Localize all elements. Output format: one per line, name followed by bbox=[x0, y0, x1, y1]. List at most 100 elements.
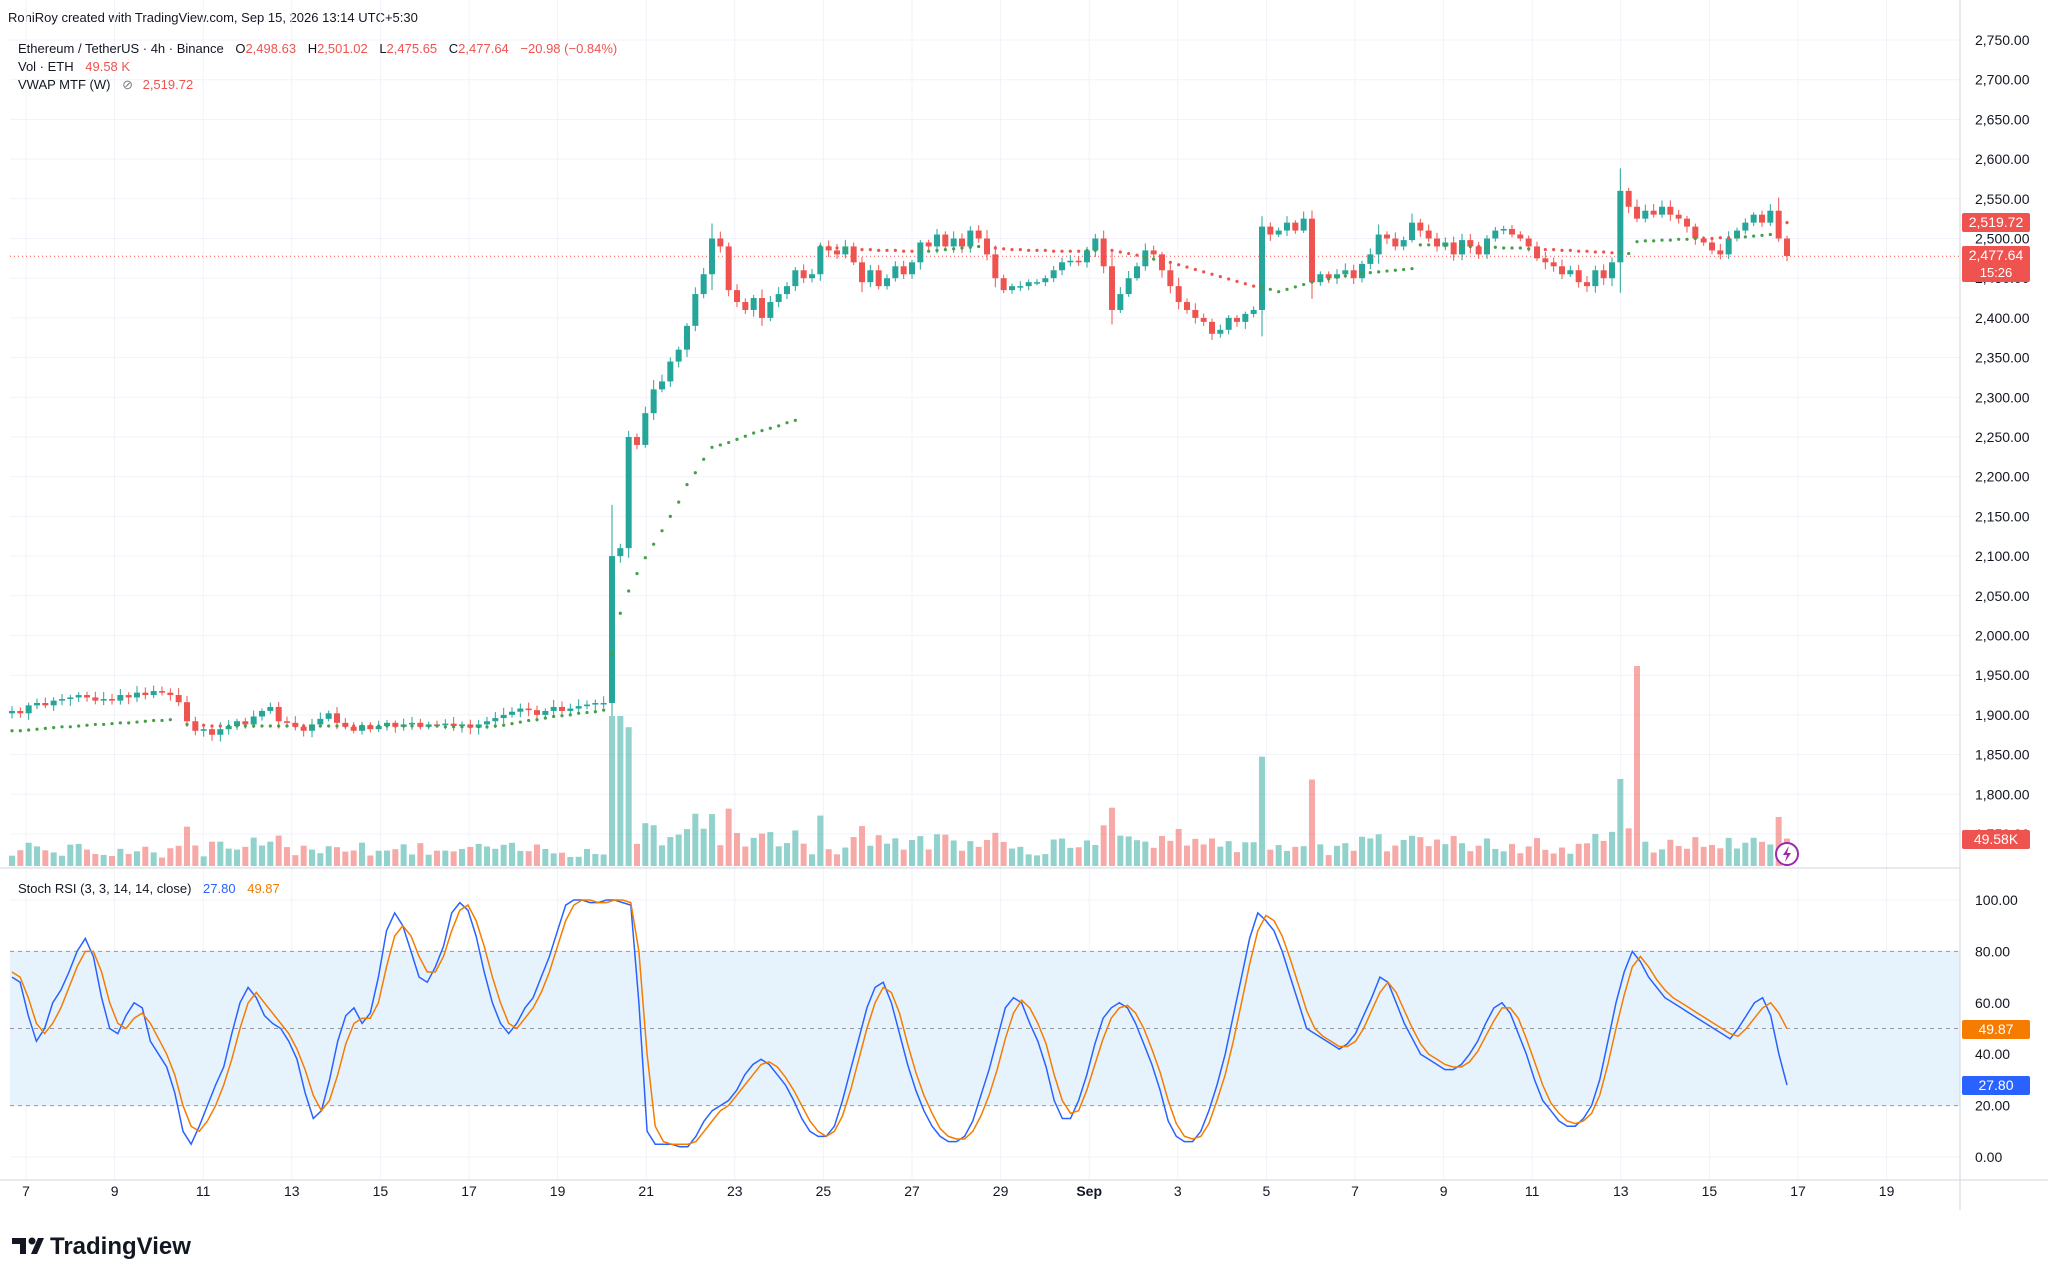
candle-body bbox=[75, 695, 82, 698]
legend-l-value: 2,475.65 bbox=[387, 41, 438, 56]
vwap-dot bbox=[1118, 250, 1122, 254]
volume-bar bbox=[875, 835, 882, 866]
candle-body bbox=[792, 270, 799, 287]
volume-bar bbox=[450, 851, 457, 866]
vwap-dot bbox=[1785, 221, 1789, 225]
candle-body bbox=[117, 695, 124, 701]
price-tick-label: 2,300.00 bbox=[1975, 389, 2030, 405]
price-tick-label: 2,100.00 bbox=[1975, 548, 2030, 564]
volume-bar bbox=[775, 846, 782, 866]
candle-body bbox=[1700, 238, 1707, 243]
candle-body bbox=[575, 706, 582, 709]
vwap-dot bbox=[1743, 235, 1747, 239]
volume-bar bbox=[484, 846, 490, 866]
vwap-dot bbox=[693, 471, 697, 475]
volume-bar bbox=[817, 815, 824, 866]
volume-bar bbox=[1334, 845, 1340, 866]
vwap-dot bbox=[710, 445, 714, 449]
candle-body bbox=[925, 242, 932, 247]
volume-bar bbox=[500, 844, 507, 866]
candle-body bbox=[1300, 218, 1307, 231]
volume-bar bbox=[367, 855, 374, 866]
candle-body bbox=[1342, 270, 1349, 275]
vwap-dot bbox=[677, 500, 681, 504]
vwap-dot bbox=[1393, 268, 1397, 272]
vwap-dot bbox=[1060, 249, 1064, 253]
vwap-dot bbox=[1418, 243, 1422, 247]
rsi-tick-label: 80.00 bbox=[1975, 943, 2010, 959]
vwap-dot bbox=[485, 725, 489, 729]
vwap-dot bbox=[377, 724, 381, 728]
candle-body bbox=[1734, 230, 1740, 239]
stoch-legend: Stoch RSI (3, 3, 14, 14, close) 27.80 49… bbox=[18, 881, 280, 896]
candle-body bbox=[867, 270, 874, 283]
vwap-dot bbox=[1210, 272, 1214, 276]
svg-text:2,477.64: 2,477.64 bbox=[1969, 247, 2024, 263]
vwap-dot bbox=[168, 718, 172, 722]
time-tick-label: 17 bbox=[461, 1183, 477, 1199]
volume-bar bbox=[467, 846, 474, 866]
candle-body bbox=[1392, 238, 1399, 247]
volume-bar bbox=[717, 845, 724, 866]
vwap-dot bbox=[1568, 248, 1572, 253]
volume-bar bbox=[1067, 847, 1074, 866]
vwap-dot bbox=[902, 249, 906, 253]
vwap-dot bbox=[260, 724, 264, 728]
volume-bar bbox=[1492, 848, 1499, 866]
vwap-dot bbox=[1127, 251, 1131, 256]
vwap-dot bbox=[1493, 245, 1497, 249]
legend-vol-label: Vol · ETH bbox=[18, 59, 74, 74]
volume-bar bbox=[192, 845, 199, 866]
legend-o-value: 2,498.63 bbox=[245, 41, 296, 56]
volume-bar bbox=[1509, 844, 1515, 866]
vwap-dot bbox=[160, 718, 164, 723]
volume-bar bbox=[317, 853, 324, 866]
candle-body bbox=[1309, 218, 1315, 283]
time-tick-label: 17 bbox=[1790, 1183, 1806, 1199]
volume-bar bbox=[9, 855, 15, 866]
volume-bar bbox=[567, 856, 574, 866]
candle-body bbox=[1009, 286, 1015, 291]
volume-bar bbox=[34, 846, 40, 866]
candle-body bbox=[1750, 214, 1757, 223]
volume-bar bbox=[1009, 848, 1015, 866]
candle-body bbox=[800, 270, 807, 279]
volume-bar bbox=[684, 829, 690, 866]
vwap-dot bbox=[252, 724, 256, 728]
volume-bar bbox=[709, 814, 715, 866]
candle-body bbox=[1609, 262, 1615, 279]
candle-body bbox=[517, 708, 524, 712]
volume-bar bbox=[1142, 841, 1149, 866]
vwap-dot bbox=[1193, 267, 1197, 272]
volume-bar bbox=[767, 832, 774, 866]
vwap-dot bbox=[343, 724, 347, 728]
volume-bar bbox=[1109, 807, 1115, 866]
volume-bar bbox=[1292, 846, 1299, 866]
lightning-icon[interactable] bbox=[1775, 842, 1799, 866]
volume-bar bbox=[1500, 851, 1507, 866]
vwap-dot bbox=[52, 726, 56, 730]
vwap-dot bbox=[235, 724, 239, 728]
vwap-dot bbox=[968, 245, 972, 249]
candle-body bbox=[884, 278, 890, 287]
candle-body bbox=[450, 723, 457, 727]
vwap-dot bbox=[385, 724, 389, 728]
vwap-dot bbox=[18, 729, 22, 733]
candle-body bbox=[1225, 317, 1232, 330]
vwap-dot bbox=[1468, 244, 1472, 249]
candle-body bbox=[1525, 238, 1532, 247]
vwap-dot bbox=[27, 728, 31, 732]
vwap-dot bbox=[152, 718, 156, 723]
volume-bar bbox=[1709, 844, 1715, 866]
volume-bar bbox=[675, 834, 682, 866]
created-by-header: RoniRoy created with TradingView.com, Se… bbox=[8, 10, 418, 25]
vwap-dot bbox=[1302, 282, 1306, 287]
vwap-dot bbox=[602, 708, 606, 712]
volume-bar bbox=[1034, 855, 1040, 866]
candle-body bbox=[1775, 210, 1782, 239]
vwap-dot bbox=[835, 246, 839, 250]
volume-bar bbox=[1209, 838, 1215, 866]
vwap-dot bbox=[818, 244, 822, 249]
volume-bar bbox=[534, 844, 540, 866]
